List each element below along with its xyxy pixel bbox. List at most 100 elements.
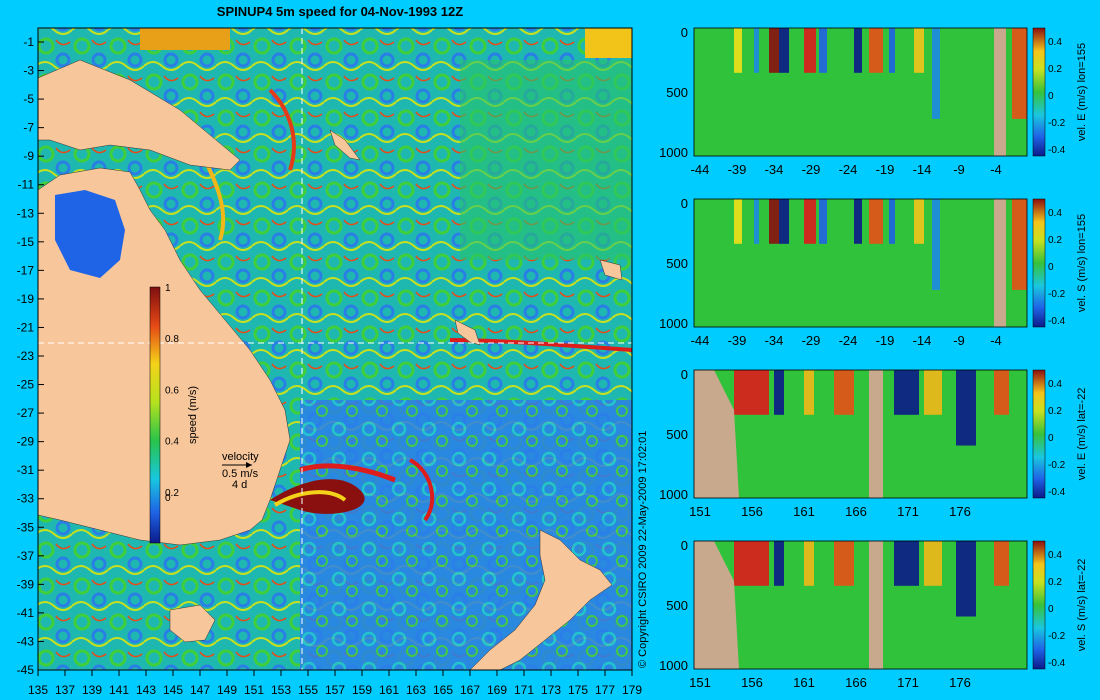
- section-stripe: [994, 541, 1009, 586]
- section-stripe: [779, 199, 789, 244]
- lat-tick-label: -15: [17, 235, 35, 249]
- section-stripe: [869, 199, 883, 244]
- section-stripe: [889, 28, 895, 73]
- section-x-label: -44: [691, 333, 710, 348]
- section-frame: [693, 27, 1028, 157]
- map-title: SPINUP4 5m speed for 04-Nov-1993 12Z: [217, 4, 463, 19]
- section-colorbar-tick: 0.4: [1048, 379, 1062, 390]
- section-y-label: 500: [666, 598, 688, 613]
- section-stripe: [994, 28, 1006, 156]
- ocean-green-region: [460, 60, 632, 260]
- copyright-text: © Copyright CSIRO 2009 22-May-2009 17:02…: [637, 431, 649, 668]
- section-stripe: [956, 370, 976, 446]
- section-colorbar-tick: 0: [1048, 604, 1054, 615]
- lon-tick-label: 165: [433, 683, 453, 697]
- section-y-label: 1000: [659, 487, 688, 502]
- section-x-label: -19: [876, 162, 895, 177]
- section-x-label: -19: [876, 333, 895, 348]
- lat-tick-label: -21: [17, 320, 35, 334]
- section-stripe: [769, 28, 779, 73]
- section-frame: [693, 369, 1028, 499]
- new-caledonia: [454, 319, 481, 346]
- section-colorbar: [1032, 369, 1046, 499]
- section-colorbar-tick: 0: [1048, 262, 1054, 273]
- lon-tick-label: 139: [82, 683, 102, 697]
- lat-tick-label: -3: [23, 64, 34, 78]
- velocity-legend-title: velocity: [222, 451, 259, 463]
- section-colorbar-label: vel. S (m/s) lon=155: [1076, 214, 1088, 312]
- new-zealand: [469, 529, 613, 670]
- latitude-axis: -1 -3 -5 -7 -9 -11 -13 -15 -17 -19 -21 -23 -25 -27 -29…: [17, 35, 44, 677]
- section-x-label: -14: [913, 162, 932, 177]
- lon-tick-label: 143: [136, 683, 156, 697]
- section-y-label: 1000: [659, 316, 688, 331]
- lon-tick-label: 177: [595, 683, 615, 697]
- gulf-of-carpentaria: [55, 190, 125, 278]
- section-x-label: 151: [689, 504, 711, 519]
- section-colorbar-label: vel. E (m/s) lat=-22: [1076, 388, 1088, 481]
- section-bathymetry: [694, 370, 739, 498]
- section-y-label: 0: [681, 196, 688, 211]
- section-x-label: 166: [845, 675, 867, 690]
- lon-tick-label: 173: [541, 683, 561, 697]
- section-colorbar-tick: 0.4: [1048, 37, 1062, 48]
- lon-tick-label: 163: [406, 683, 426, 697]
- section-colorbar-tick: -0.2: [1048, 118, 1066, 129]
- speed-tick-label: 0: [165, 493, 171, 504]
- lat-tick-label: -11: [18, 178, 35, 192]
- lat-tick-label: -13: [17, 206, 35, 220]
- section-colorbar-label: vel. S (m/s) lat=-22: [1076, 559, 1088, 652]
- section-y-label: 500: [666, 85, 688, 100]
- section-x-label: 171: [897, 675, 919, 690]
- lat-tick-label: -9: [23, 149, 34, 163]
- section-stripe: [804, 28, 816, 73]
- lat-tick-label: -43: [17, 634, 35, 648]
- lon-tick-label: 157: [325, 683, 345, 697]
- lat-tick-label: -39: [17, 577, 35, 591]
- lon-tick-label: 159: [352, 683, 372, 697]
- section-stripe: [914, 28, 924, 73]
- section-stripe: [914, 199, 924, 244]
- speed-tick-label: 0.8: [165, 334, 179, 345]
- lat-tick-label: -37: [17, 549, 35, 563]
- section-colorbar-tick: 0: [1048, 433, 1054, 444]
- section-stripe: [854, 28, 862, 73]
- section-x-label: -4: [990, 333, 1002, 348]
- equatorial-jet: [140, 28, 230, 50]
- lat-tick-label: -29: [17, 435, 35, 449]
- section-stripe: [932, 28, 940, 119]
- lon-tick-label: 155: [298, 683, 318, 697]
- lon-tick-label: 141: [109, 683, 129, 697]
- lon-tick-label: 161: [379, 683, 399, 697]
- section-x-label: 151: [689, 675, 711, 690]
- section-y-label: 500: [666, 427, 688, 442]
- speed-tick-label: 0.6: [165, 385, 179, 396]
- speed-tick-label: 0.4: [165, 437, 179, 448]
- section-stripe: [894, 370, 919, 415]
- section-y-label: 0: [681, 367, 688, 382]
- lon-tick-label: 137: [55, 683, 75, 697]
- longitude-axis: 135 137 139 141 143 145 147 149 151 153 155 157 159 1…: [28, 670, 642, 697]
- section-colorbar-label: vel. E (m/s) lon=155: [1076, 43, 1088, 141]
- section-x-label: -29: [802, 162, 821, 177]
- section-x-label: -14: [913, 333, 932, 348]
- section-colorbar-tick: -0.4: [1048, 658, 1066, 669]
- section-colorbar: [1032, 540, 1046, 670]
- lat-tick-label: -35: [17, 520, 35, 534]
- section-y-label: 1000: [659, 658, 688, 673]
- section-y-label: 500: [666, 256, 688, 271]
- section-x-label: 176: [949, 504, 971, 519]
- section-stripe: [734, 28, 742, 73]
- section-colorbar-tick: 0.2: [1048, 406, 1062, 417]
- section-x-label: -9: [953, 333, 965, 348]
- section-x-label: -44: [691, 162, 710, 177]
- section-stripe: [924, 370, 942, 415]
- section-stripe: [819, 28, 827, 73]
- section-stripe: [779, 28, 789, 73]
- section-colorbar-tick: 0.4: [1048, 550, 1062, 561]
- eddy-rim: [273, 490, 347, 507]
- section-stripe: [894, 541, 919, 586]
- section-y-label: 0: [681, 538, 688, 553]
